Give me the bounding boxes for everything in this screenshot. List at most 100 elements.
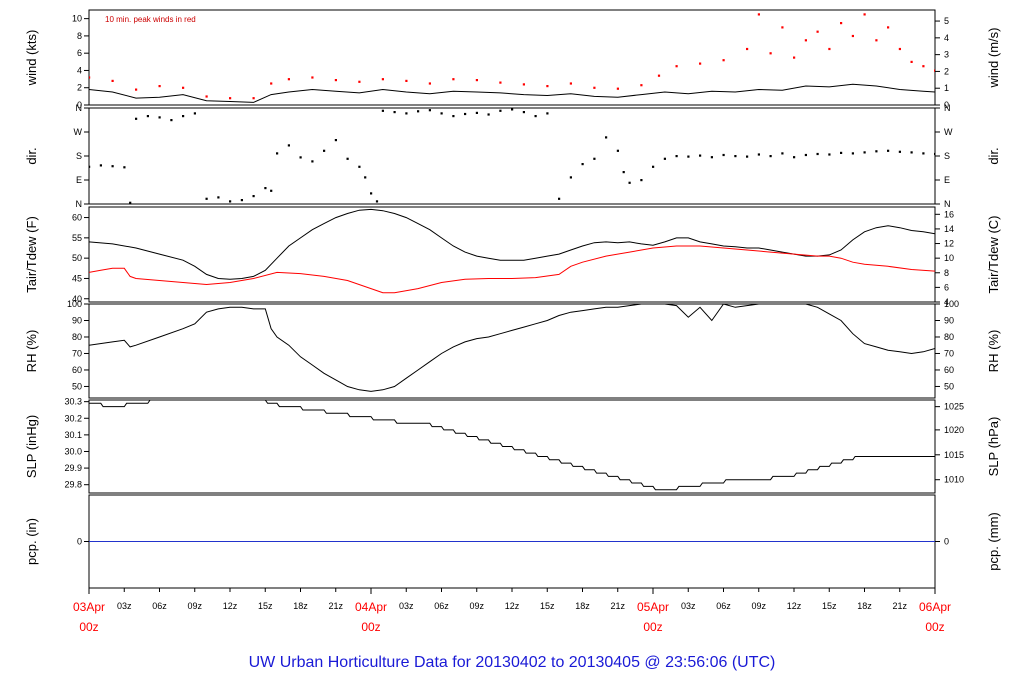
x-tick-label: 03z: [399, 601, 414, 611]
data-point: [252, 97, 255, 100]
y-axis-label-right: Tair/Tdew (C): [986, 215, 1001, 293]
data-point: [334, 79, 337, 82]
data-point: [910, 151, 913, 154]
y-right-tick-label: 16: [944, 209, 954, 219]
data-point: [217, 196, 220, 199]
data-point: [828, 47, 831, 51]
data-point: [182, 115, 185, 118]
data-point: [464, 112, 467, 116]
x-tick-label: 21z: [892, 601, 907, 611]
data-point: [781, 152, 784, 155]
data-point: [734, 155, 737, 158]
data-point: [323, 149, 326, 152]
y-tick-label: 0: [77, 100, 82, 110]
x-tick-label: 18z: [293, 601, 308, 611]
data-point: [863, 13, 866, 16]
data-point: [675, 65, 678, 68]
y-tick-label: 90: [72, 315, 82, 325]
y-tick-label: W: [74, 127, 83, 137]
y-axis-label-right: pcp. (mm): [986, 512, 1001, 571]
data-point: [558, 197, 561, 200]
series-line: [89, 245, 935, 294]
y-tick-label: 30.1: [64, 430, 82, 440]
y-right-tick-label: 70: [944, 348, 954, 358]
data-point: [922, 152, 925, 155]
y-tick-label: 70: [72, 348, 82, 358]
y-right-tick-label: 12: [944, 239, 954, 249]
data-point: [887, 26, 890, 29]
x-tick-label: 12z: [223, 601, 238, 611]
data-point: [898, 150, 901, 153]
data-point: [910, 60, 913, 63]
data-point: [311, 160, 314, 163]
y-right-tick-label: 6: [944, 282, 949, 292]
y-right-tick-label: N: [944, 103, 951, 113]
data-point: [875, 150, 878, 153]
data-point: [346, 157, 349, 160]
x-tick-label: 12z: [787, 601, 802, 611]
data-point: [111, 79, 114, 82]
data-point: [546, 85, 549, 88]
x-tick-label: 09z: [469, 601, 484, 611]
y-tick-label: 30.2: [64, 413, 82, 423]
wind-annotation: 10 min. peak winds in red: [105, 15, 196, 24]
data-point: [452, 78, 455, 81]
panel-data: [89, 400, 935, 491]
data-point: [534, 115, 537, 118]
series-line: [89, 304, 935, 392]
data-point: [276, 152, 279, 155]
data-point: [769, 52, 772, 55]
y-tick-label: 30.0: [64, 446, 82, 456]
data-point: [546, 112, 549, 115]
data-point: [405, 79, 408, 82]
y-right-tick-label: 1015: [944, 450, 964, 460]
data-point: [311, 76, 314, 79]
y-right-tick-label: E: [944, 175, 950, 185]
data-point: [816, 30, 819, 33]
y-tick-label: 4: [77, 65, 82, 75]
panel-frame: [88, 303, 936, 399]
y-right-tick-label: 0: [944, 100, 949, 110]
y-axis-label: dir.: [24, 147, 39, 164]
data-point: [569, 82, 572, 85]
y-axis-label: RH (%): [24, 330, 39, 373]
panel-temp: 40 45 50 55 60 4 6 8 10 12 14 16 Tair/Tdew (F) Tair/T…: [24, 206, 1001, 307]
data-point: [593, 157, 596, 160]
series-line: [89, 208, 935, 280]
x-date-sublabel: 00z: [361, 620, 380, 634]
data-point: [593, 86, 596, 89]
x-tick-label: 21z: [610, 601, 625, 611]
data-point: [89, 165, 91, 168]
data-point: [816, 152, 819, 156]
data-point: [417, 110, 420, 113]
data-point: [628, 181, 631, 184]
y-tick-label: 60: [72, 365, 82, 375]
panel-frame: [88, 9, 936, 106]
x-tick-label: 18z: [857, 601, 872, 611]
panel-data: [89, 108, 935, 204]
y-tick-label: 0: [77, 537, 82, 547]
data-point: [229, 97, 232, 100]
y-tick-label: 50: [72, 253, 82, 263]
panel-data: [89, 208, 935, 294]
y-axis-label: pcp. (in): [24, 518, 39, 565]
data-point: [111, 165, 114, 168]
y-tick-label: N: [76, 199, 83, 209]
data-point: [569, 176, 572, 179]
chart-title: UW Urban Horticulture Data for 20130402 …: [249, 654, 776, 671]
data-point: [205, 95, 208, 98]
data-point: [135, 88, 138, 91]
y-tick-label: 40: [72, 294, 82, 304]
data-point: [522, 111, 525, 114]
panel-pcp: 0 0 pcp. (in) pcp. (mm): [24, 494, 1001, 589]
data-point: [722, 59, 725, 62]
data-point: [381, 78, 384, 81]
data-point: [757, 13, 760, 16]
data-point: [522, 83, 525, 86]
data-point: [652, 165, 655, 168]
data-point: [375, 200, 379, 203]
y-tick-label: 50: [72, 381, 82, 391]
y-tick-label: 2: [77, 83, 82, 93]
y-right-tick-label: S: [944, 151, 950, 161]
x-tick-label: 06z: [716, 601, 731, 611]
